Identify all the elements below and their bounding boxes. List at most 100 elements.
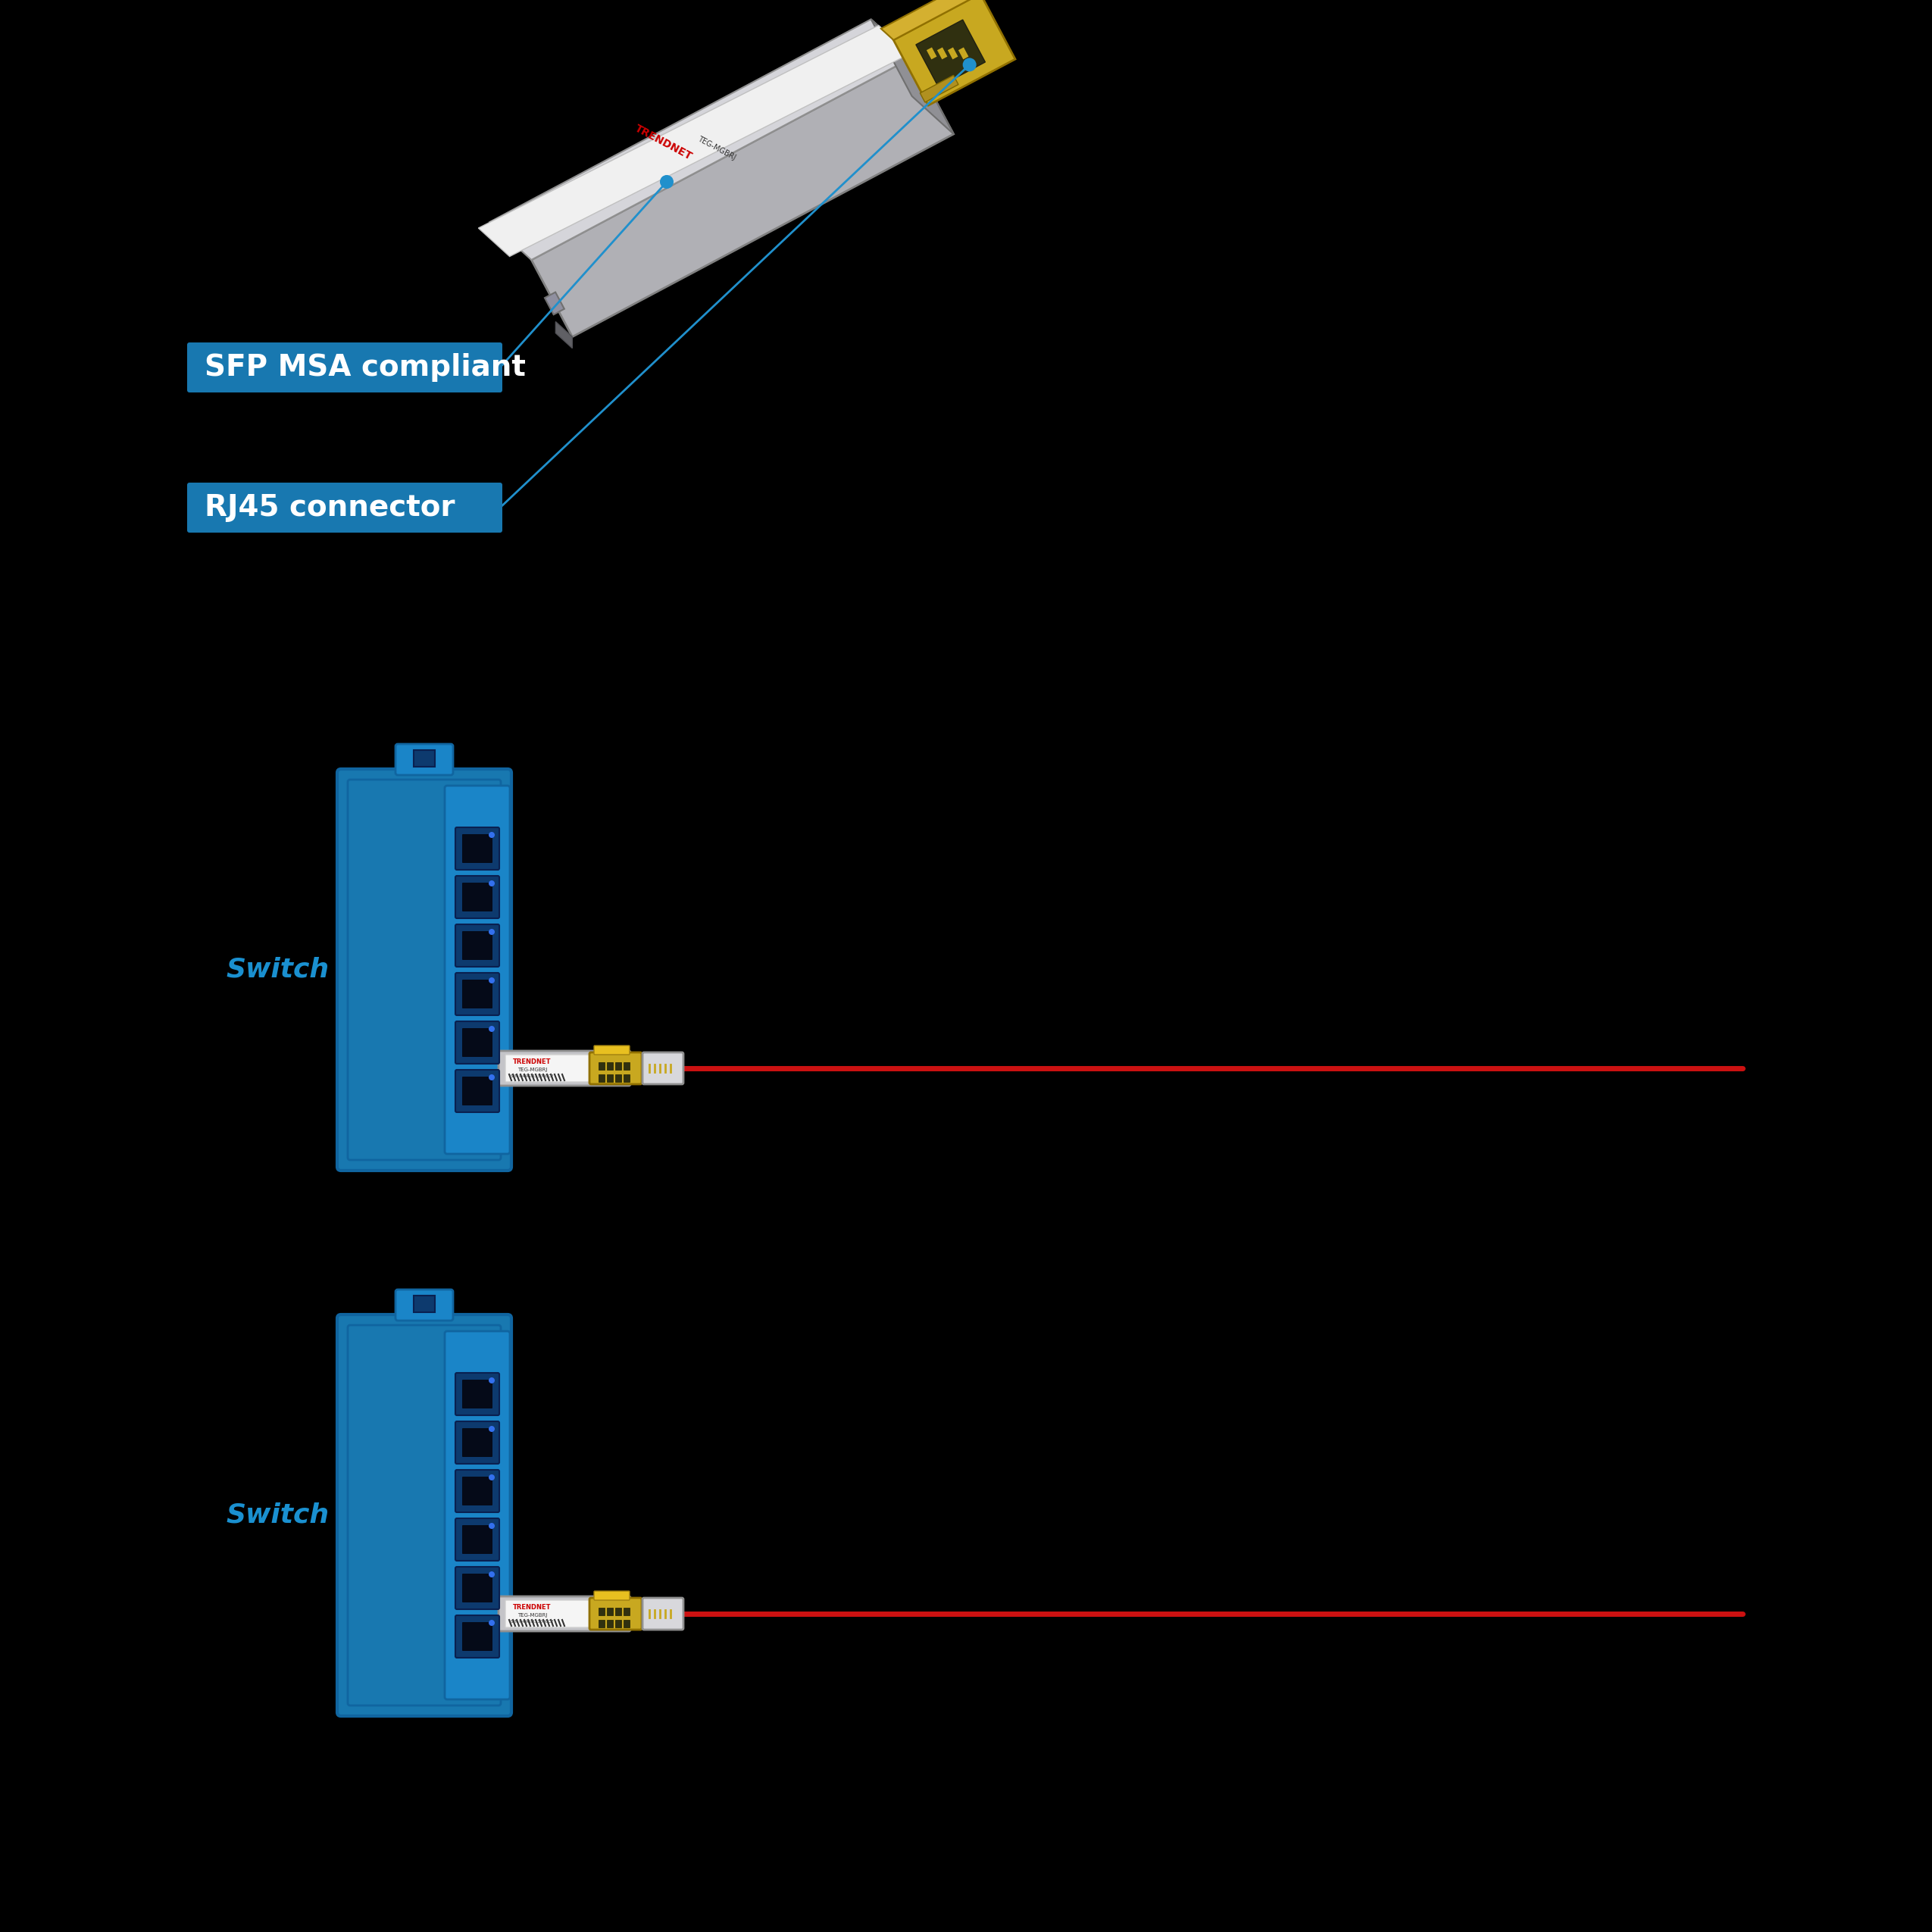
Polygon shape (871, 19, 954, 133)
FancyBboxPatch shape (462, 1076, 493, 1105)
Circle shape (489, 978, 495, 983)
FancyBboxPatch shape (462, 1428, 493, 1457)
FancyBboxPatch shape (462, 835, 493, 864)
Polygon shape (937, 46, 947, 60)
FancyBboxPatch shape (643, 1598, 684, 1631)
Polygon shape (881, 0, 980, 41)
Bar (624, 1619, 630, 1627)
FancyBboxPatch shape (338, 769, 512, 1171)
FancyBboxPatch shape (506, 1055, 589, 1082)
FancyBboxPatch shape (589, 1598, 641, 1631)
FancyBboxPatch shape (498, 1596, 630, 1631)
FancyBboxPatch shape (444, 1331, 510, 1700)
Bar (614, 1074, 622, 1082)
FancyBboxPatch shape (593, 1045, 630, 1055)
Text: TRENDNET: TRENDNET (514, 1604, 551, 1611)
Bar (413, 750, 435, 767)
Polygon shape (949, 46, 958, 60)
Circle shape (489, 881, 495, 887)
Polygon shape (556, 321, 572, 348)
FancyBboxPatch shape (456, 1615, 498, 1658)
Text: SFP MSA compliant: SFP MSA compliant (205, 354, 526, 383)
Circle shape (489, 1426, 495, 1432)
FancyBboxPatch shape (462, 1379, 493, 1408)
Circle shape (489, 929, 495, 935)
Text: Switch: Switch (226, 956, 330, 983)
Text: TEG-MGBRJ: TEG-MGBRJ (697, 135, 738, 162)
Circle shape (489, 1474, 495, 1480)
Bar (599, 1607, 605, 1615)
Circle shape (489, 1571, 495, 1577)
Polygon shape (920, 75, 958, 102)
Bar (607, 1619, 612, 1627)
FancyBboxPatch shape (456, 1022, 498, 1065)
Bar (614, 1063, 622, 1070)
Polygon shape (545, 292, 564, 315)
Circle shape (489, 1074, 495, 1080)
Text: S/N R4AGIR13000C2: S/N R4AGIR13000C2 (510, 1074, 554, 1078)
FancyBboxPatch shape (462, 1623, 493, 1652)
Circle shape (489, 1378, 495, 1383)
Bar (413, 1296, 435, 1312)
Text: RJ45 connector: RJ45 connector (205, 493, 454, 522)
Polygon shape (531, 58, 954, 336)
Polygon shape (916, 19, 985, 87)
FancyBboxPatch shape (187, 342, 502, 392)
Bar (624, 1063, 630, 1070)
Polygon shape (927, 46, 937, 60)
Circle shape (489, 1026, 495, 1032)
FancyBboxPatch shape (462, 1028, 493, 1057)
Text: TRENDNET: TRENDNET (634, 124, 694, 162)
FancyBboxPatch shape (462, 931, 493, 960)
FancyBboxPatch shape (456, 1422, 498, 1464)
Polygon shape (958, 46, 968, 60)
FancyBboxPatch shape (462, 1476, 493, 1505)
FancyBboxPatch shape (456, 1519, 498, 1561)
FancyBboxPatch shape (456, 827, 498, 869)
FancyBboxPatch shape (456, 1567, 498, 1609)
FancyBboxPatch shape (396, 744, 454, 775)
Text: S/N R4AGIR13000C2: S/N R4AGIR13000C2 (510, 1619, 554, 1623)
Circle shape (661, 176, 674, 189)
Text: TRENDNET: TRENDNET (514, 1059, 551, 1066)
FancyBboxPatch shape (456, 1374, 498, 1416)
FancyBboxPatch shape (456, 923, 498, 966)
Bar (599, 1063, 605, 1070)
FancyBboxPatch shape (462, 883, 493, 912)
Circle shape (489, 833, 495, 838)
FancyBboxPatch shape (643, 1053, 684, 1084)
Circle shape (962, 58, 976, 71)
Bar (607, 1074, 612, 1082)
FancyBboxPatch shape (338, 1314, 512, 1716)
FancyBboxPatch shape (396, 1289, 454, 1321)
FancyBboxPatch shape (444, 786, 510, 1153)
Bar (614, 1607, 622, 1615)
FancyBboxPatch shape (456, 875, 498, 918)
Text: TEG-MGBRJ: TEG-MGBRJ (518, 1613, 547, 1617)
Text: Switch: Switch (226, 1503, 330, 1528)
Text: TEG-MGBRJ: TEG-MGBRJ (518, 1068, 547, 1072)
FancyBboxPatch shape (462, 1524, 493, 1553)
Bar (599, 1074, 605, 1082)
FancyBboxPatch shape (462, 1575, 493, 1602)
FancyBboxPatch shape (593, 1592, 630, 1600)
Bar (614, 1619, 622, 1627)
FancyBboxPatch shape (187, 483, 502, 533)
FancyBboxPatch shape (462, 980, 493, 1009)
Bar (624, 1074, 630, 1082)
Polygon shape (893, 0, 1014, 106)
Bar (607, 1607, 612, 1615)
FancyBboxPatch shape (506, 1600, 589, 1627)
Bar (599, 1619, 605, 1627)
Bar (607, 1063, 612, 1070)
Polygon shape (489, 19, 912, 261)
Bar (624, 1607, 630, 1615)
Circle shape (489, 1522, 495, 1528)
FancyBboxPatch shape (498, 1051, 630, 1086)
FancyBboxPatch shape (456, 1070, 498, 1113)
FancyBboxPatch shape (589, 1053, 641, 1084)
FancyBboxPatch shape (456, 974, 498, 1014)
Circle shape (489, 1619, 495, 1627)
FancyBboxPatch shape (456, 1470, 498, 1513)
Polygon shape (479, 25, 910, 257)
